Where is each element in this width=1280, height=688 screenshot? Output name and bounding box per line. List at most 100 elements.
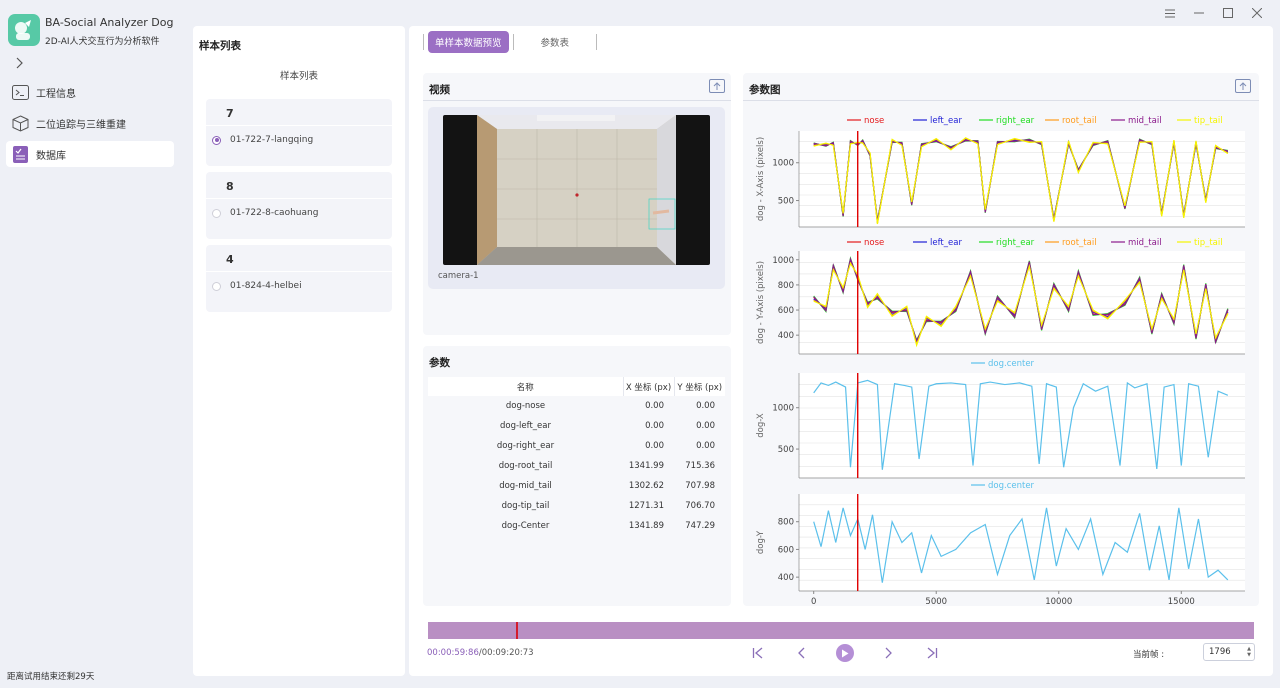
export-icon[interactable]	[709, 79, 725, 93]
nav-item-tracking[interactable]: 二位追踪与三维重建	[6, 110, 174, 136]
playback-controls	[748, 643, 966, 663]
y-axis-label: dog - Y-Axis (pixels)	[756, 261, 766, 344]
table-row: dog-Center 1341.89 747.29	[428, 516, 725, 536]
skip-end-icon[interactable]	[922, 643, 942, 663]
app-title: BA-Social Analyzer Dog	[45, 16, 174, 29]
timeline-cursor[interactable]	[516, 622, 519, 639]
time-display: 00:00:59:86/00:09:20:73	[427, 648, 534, 658]
table-row: dog-mid_tail 1302.62 707.98	[428, 476, 725, 496]
tab-single-sample-preview[interactable]: 单样本数据预览	[428, 31, 509, 53]
divider	[206, 125, 392, 126]
spinner-icon[interactable]: ▲ ▼	[1247, 646, 1251, 658]
table-cell: 1341.89	[628, 521, 664, 531]
nav-item-database[interactable]: 数据库	[6, 141, 174, 167]
table-cell: 1341.99	[628, 461, 664, 471]
trial-notice: 距离试用结束还剩29天	[7, 672, 95, 682]
skip-start-icon[interactable]	[748, 643, 768, 663]
nav-item-project-info[interactable]: 工程信息	[6, 79, 174, 105]
table-cell: 0.00	[645, 421, 664, 431]
video-frame-image	[477, 115, 676, 265]
chart-card: 参数图 500 1000 dog - X-Axis (pixels) nose left…	[743, 73, 1259, 606]
y-tick-label: 400	[778, 331, 794, 341]
nav-item-label: 工程信息	[36, 88, 76, 100]
card-title: 视频	[429, 84, 450, 96]
sample-list-header: 样本列表	[279, 71, 318, 82]
tab-divider	[596, 34, 598, 50]
legend-entry: right_ear	[996, 116, 1035, 126]
minimize-icon[interactable]	[1192, 6, 1206, 20]
table-cell: dog-nose	[505, 401, 546, 411]
params-table: 名称 X 坐标 (px) Y 坐标 (px) dog-nose 0.00 0.00 …	[428, 377, 725, 536]
legend-entry: right_ear	[996, 238, 1035, 248]
y-axis-label: dog-X	[756, 413, 766, 438]
frame-input[interactable]: 1796 ▲ ▼	[1203, 643, 1255, 661]
column-header: X 坐标 (px)	[623, 377, 675, 396]
video-player[interactable]	[443, 115, 710, 265]
export-icon[interactable]	[1235, 79, 1251, 93]
legend-entry: root_tail	[1062, 116, 1097, 126]
series-line-tip_tail	[813, 137, 1229, 225]
tab-param-table[interactable]: 参数表	[540, 38, 570, 49]
app-logo	[8, 14, 40, 46]
column-header: 名称	[428, 377, 624, 396]
timeline-slider[interactable]	[428, 622, 1254, 639]
sample-item[interactable]: 01-722-8-caohuang	[212, 208, 318, 218]
y-axis-label: dog - X-Axis (pixels)	[756, 137, 766, 221]
app-subtitle: 2D-AI人犬交互行为分析软件	[45, 37, 160, 47]
sample-group: 7 01-722-7-langqing	[206, 99, 392, 166]
table-row: dog-tip_tail 1271.31 706.70	[428, 496, 725, 516]
y-tick-label: 500	[778, 197, 794, 207]
step-forward-icon[interactable]	[878, 643, 898, 663]
y-tick-label: 1000	[772, 159, 794, 169]
menu-icon[interactable]	[1163, 6, 1177, 20]
close-icon[interactable]	[1250, 6, 1264, 20]
radio-selected[interactable]	[212, 135, 221, 145]
chevron-right-icon[interactable]	[12, 56, 26, 70]
table-cell: dog-mid_tail	[499, 481, 552, 491]
tab-bar: 单样本数据预览 参数表	[423, 30, 598, 54]
legend-entry: dog.center	[988, 359, 1035, 369]
card-title: 参数	[429, 357, 450, 369]
sample-item[interactable]: 01-722-7-langqing	[212, 135, 313, 145]
divider	[423, 100, 731, 101]
tab-divider	[423, 34, 424, 50]
table-cell: 0.00	[696, 401, 715, 411]
y-tick-label: 600	[778, 545, 794, 555]
legend-entry: mid_tail	[1128, 238, 1162, 248]
table-cell: dog-right_ear	[496, 441, 555, 451]
radio[interactable]	[212, 208, 221, 218]
y-tick-label: 1000	[772, 256, 794, 266]
group-title: 8	[226, 180, 234, 193]
series-line-dog-center	[813, 379, 1229, 470]
sample-item-label: 01-722-7-langqing	[230, 135, 314, 145]
play-icon[interactable]	[836, 644, 854, 662]
maximize-icon[interactable]	[1221, 6, 1235, 20]
table-cell: 707.98	[685, 481, 715, 491]
table-cell: 706.70	[685, 501, 715, 511]
table-cell: 0.00	[645, 441, 664, 451]
radio[interactable]	[212, 281, 221, 291]
legend-entry: tip_tail	[1194, 116, 1223, 126]
table-cell: dog-Center	[501, 521, 550, 531]
table-cell: 0.00	[696, 421, 715, 431]
table-cell: 0.00	[696, 441, 715, 451]
sample-item-label: 01-824-4-helbei	[230, 281, 302, 291]
total-time: /00:09:20:73	[478, 648, 534, 658]
table-cell: 747.29	[685, 521, 715, 531]
divider	[206, 198, 392, 199]
table-cell: 0.00	[645, 401, 664, 411]
legend-entry: left_ear	[930, 238, 962, 248]
legend-entry: nose	[864, 116, 884, 126]
table-cell: 715.36	[685, 461, 715, 471]
sample-item[interactable]: 01-824-4-helbei	[212, 281, 302, 291]
tab-divider	[512, 34, 514, 50]
step-back-icon[interactable]	[792, 643, 812, 663]
divider	[206, 271, 392, 272]
y-axis-label: dog-Y	[756, 530, 766, 554]
group-title: 4	[226, 253, 234, 266]
params-card: 参数 名称 X 坐标 (px) Y 坐标 (px) dog-nose 0.00 0.…	[423, 346, 731, 606]
cube-icon	[11, 114, 29, 132]
main-panel: 单样本数据预览 参数表 视频	[409, 26, 1273, 676]
legend-entry: root_tail	[1062, 238, 1097, 248]
plot-area	[799, 131, 1245, 227]
